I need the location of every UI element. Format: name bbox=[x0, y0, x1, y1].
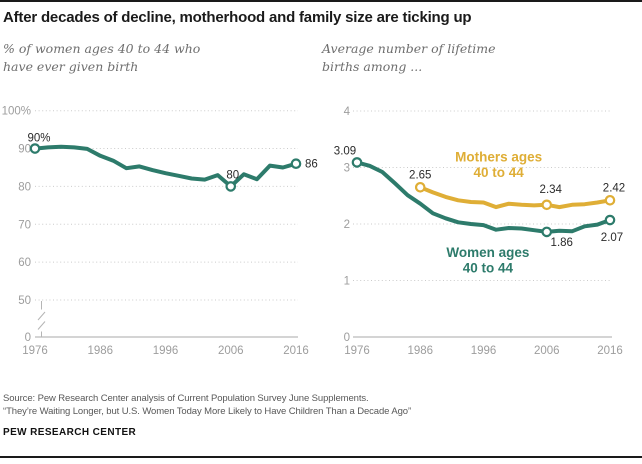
bottom-rule bbox=[0, 456, 642, 458]
data-point-marker bbox=[225, 181, 237, 192]
x-tick-label: 2006 bbox=[534, 345, 560, 357]
series-label: 40 to 44 bbox=[463, 260, 514, 275]
y-tick-label: 60 bbox=[18, 257, 31, 269]
data-point-marker bbox=[414, 181, 426, 193]
right-subtitle-line1: Average number of lifetime bbox=[322, 41, 496, 56]
series-line bbox=[355, 160, 612, 234]
pew-research-center-wordmark: PEW RESEARCH CENTER bbox=[3, 427, 137, 438]
series-label: 40 to 44 bbox=[474, 165, 525, 180]
right-chart-subtitle: Average number of lifetime births among … bbox=[322, 40, 622, 75]
left-chart-subtitle: % of women ages 40 to 44 who have ever g… bbox=[3, 40, 303, 75]
data-point-marker bbox=[29, 143, 41, 154]
data-point-marker bbox=[290, 158, 302, 170]
data-point-marker bbox=[604, 214, 616, 226]
data-point-marker bbox=[541, 226, 553, 238]
data-point-label: 2.34 bbox=[540, 184, 563, 196]
x-tick-label: 1996 bbox=[153, 345, 179, 357]
y-tick-label: 2 bbox=[344, 219, 350, 231]
series-label: Mothers ages bbox=[455, 149, 542, 164]
series-line bbox=[33, 144, 298, 189]
series-line bbox=[418, 185, 612, 210]
data-point-label: 2.42 bbox=[603, 182, 625, 194]
x-tick-label: 2006 bbox=[218, 345, 244, 357]
y-tick-label: 80 bbox=[18, 181, 31, 193]
x-tick-label: 1976 bbox=[22, 345, 48, 357]
y-tick-label: 1 bbox=[344, 276, 350, 288]
y-tick-label: 90 bbox=[18, 144, 31, 156]
y-tick-label: 0 bbox=[25, 332, 31, 344]
y-tick-label: 70 bbox=[18, 219, 31, 231]
source-note: Source: Pew Research Center analysis of … bbox=[3, 392, 633, 418]
x-tick-label: 1976 bbox=[344, 345, 370, 357]
x-tick-label: 1986 bbox=[87, 345, 113, 357]
left-subtitle-line2: have ever given birth bbox=[3, 58, 139, 74]
y-tick-label: 50 bbox=[18, 295, 31, 307]
x-tick-label: 2016 bbox=[597, 345, 623, 357]
y-tick-label: 4 bbox=[344, 106, 351, 118]
y-tick-label: 3 bbox=[344, 163, 350, 175]
data-point-label: 2.65 bbox=[409, 169, 431, 181]
data-point-label: 3.09 bbox=[334, 145, 356, 157]
data-point-label: 90% bbox=[27, 133, 50, 145]
x-tick-label: 1986 bbox=[407, 345, 433, 357]
data-point-marker bbox=[351, 157, 363, 168]
data-point-label: 86 bbox=[305, 159, 318, 171]
y-axis-break bbox=[37, 301, 46, 337]
right-subtitle-line2: births among ... bbox=[322, 58, 423, 74]
top-rule bbox=[0, 0, 642, 2]
data-point-label: 1.86 bbox=[551, 237, 573, 249]
data-point-marker bbox=[541, 199, 553, 211]
left-subtitle-line1: % of women ages 40 to 44 who bbox=[3, 41, 201, 56]
chart-title: After decades of decline, motherhood and… bbox=[3, 9, 472, 26]
y-tick-label: 0 bbox=[344, 332, 350, 344]
source-line1: Source: Pew Research Center analysis of … bbox=[3, 393, 369, 404]
data-point-label: 2.07 bbox=[601, 232, 623, 244]
x-tick-label: 2016 bbox=[283, 345, 309, 357]
source-line2: “They’re Waiting Longer, but U.S. Women … bbox=[3, 406, 412, 418]
y-tick-label: 100% bbox=[2, 106, 31, 118]
series-label: Women ages bbox=[446, 245, 529, 260]
data-point-label: 80 bbox=[226, 169, 239, 181]
data-point-marker bbox=[604, 194, 616, 206]
x-tick-label: 1996 bbox=[471, 345, 497, 357]
